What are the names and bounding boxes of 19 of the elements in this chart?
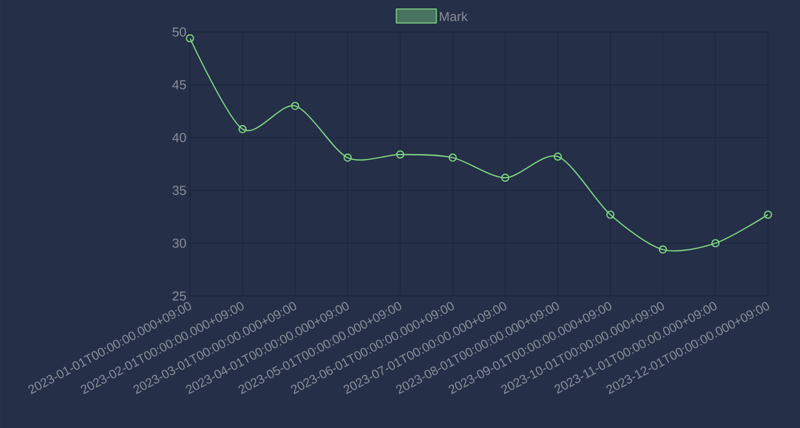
point <box>238 125 247 134</box>
y-tick-label: 25 <box>172 291 186 301</box>
point <box>448 154 457 162</box>
point <box>554 152 562 161</box>
y-tick-label: 35 <box>172 186 186 195</box>
point <box>764 210 772 219</box>
point <box>396 150 404 159</box>
point <box>291 102 300 110</box>
point <box>658 245 668 254</box>
point <box>711 239 720 248</box>
point <box>344 154 352 162</box>
y-tick-label: 50 <box>172 27 186 37</box>
y-tick-label: 45 <box>172 80 186 90</box>
y-tick-label: 40 <box>172 132 186 142</box>
y-tick-label: 30 <box>172 238 186 248</box>
point <box>186 34 194 42</box>
point <box>501 174 510 182</box>
legend-label: Mark <box>440 12 468 22</box>
point <box>606 210 614 219</box>
